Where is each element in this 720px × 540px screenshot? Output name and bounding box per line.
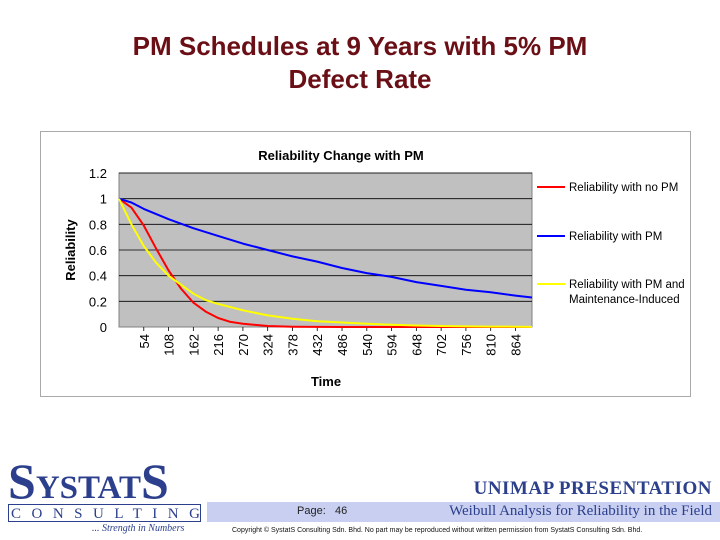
- x-tick-label: 216: [211, 334, 226, 356]
- x-axis-label: Time: [311, 374, 341, 389]
- footer-subtitle: Weibull Analysis for Reliability in the …: [449, 503, 712, 519]
- x-tick-label: 540: [360, 334, 375, 356]
- page-number: 46: [335, 505, 348, 517]
- legend-label-line2: Maintenance-Induced: [569, 294, 680, 306]
- y-tick-label: 0.4: [89, 269, 107, 284]
- legend-label: Reliability with PM: [569, 231, 662, 243]
- x-tick-label: 162: [186, 334, 201, 356]
- logo-wordmark: SYSTATS: [8, 452, 169, 510]
- x-tick-label: 432: [310, 334, 325, 356]
- logo-consulting-bar: CONSULTING: [8, 504, 201, 522]
- slide-title-line2: Defect Rate: [288, 64, 432, 94]
- y-tick-label: 1: [100, 192, 107, 207]
- x-tick-label: 324: [261, 334, 276, 356]
- x-tick-label: 270: [236, 334, 251, 356]
- logo-letters-mid: YSTAT: [35, 470, 141, 506]
- y-tick-label: 0.6: [89, 243, 107, 258]
- chart-title: Reliability Change with PM: [258, 148, 423, 163]
- logo-letter-s-right: S: [140, 453, 169, 509]
- logo-tagline: ... Strength in Numbers: [92, 523, 185, 534]
- presentation-title: UNIMAP PRESENTATION: [473, 478, 712, 499]
- reliability-chart: Reliability Change with PM 0 0.2 0.4 0.6 0.8 1…: [63, 148, 685, 389]
- x-tick-label: 594: [385, 334, 400, 356]
- chart-frame: Reliability Change with PM 0 0.2 0.4 0.6 0.8 1…: [40, 131, 691, 397]
- x-tick-label: 378: [285, 334, 300, 356]
- copyright-notice: Copyright © SystatS Consulting Sdn. Bhd.…: [232, 527, 643, 534]
- x-tick-label: 864: [508, 334, 523, 356]
- y-tick-label: 0.2: [89, 294, 107, 309]
- series-line-pm-maintenance-induced: [118, 198, 533, 328]
- y-tick-label: 1.2: [89, 166, 107, 181]
- footer-bar: Page: 46 Weibull Analysis for Reliabilit…: [207, 502, 720, 522]
- logo-letter-s-left: S: [8, 453, 36, 509]
- slide-title: PM Schedules at 9 Years with 5% PM Defec…: [0, 30, 720, 96]
- systats-logo: SYSTATS CONSULTING ... Strength in Numbe…: [8, 452, 204, 536]
- x-tick-label: 486: [335, 334, 350, 356]
- x-tick-label: 108: [162, 334, 177, 356]
- logo-consulting-text: CONSULTING: [11, 506, 211, 522]
- legend-label: Reliability with no PM: [569, 182, 678, 194]
- x-tick-label: 756: [459, 334, 474, 356]
- x-tick-label: 54: [137, 334, 152, 348]
- x-tick-label: 810: [484, 334, 499, 356]
- y-tick-label: 0.8: [89, 217, 107, 232]
- x-tick-label: 648: [409, 334, 424, 356]
- x-tick-label: 702: [434, 334, 449, 356]
- page-label: Page:: [297, 505, 326, 517]
- slide-title-line1: PM Schedules at 9 Years with 5% PM: [132, 31, 588, 61]
- y-tick-label: 0: [100, 320, 107, 335]
- series-line-with-pm: [118, 197, 533, 299]
- y-axis-label: Reliability: [63, 219, 78, 281]
- legend-label-line1: Reliability with PM and: [569, 279, 685, 291]
